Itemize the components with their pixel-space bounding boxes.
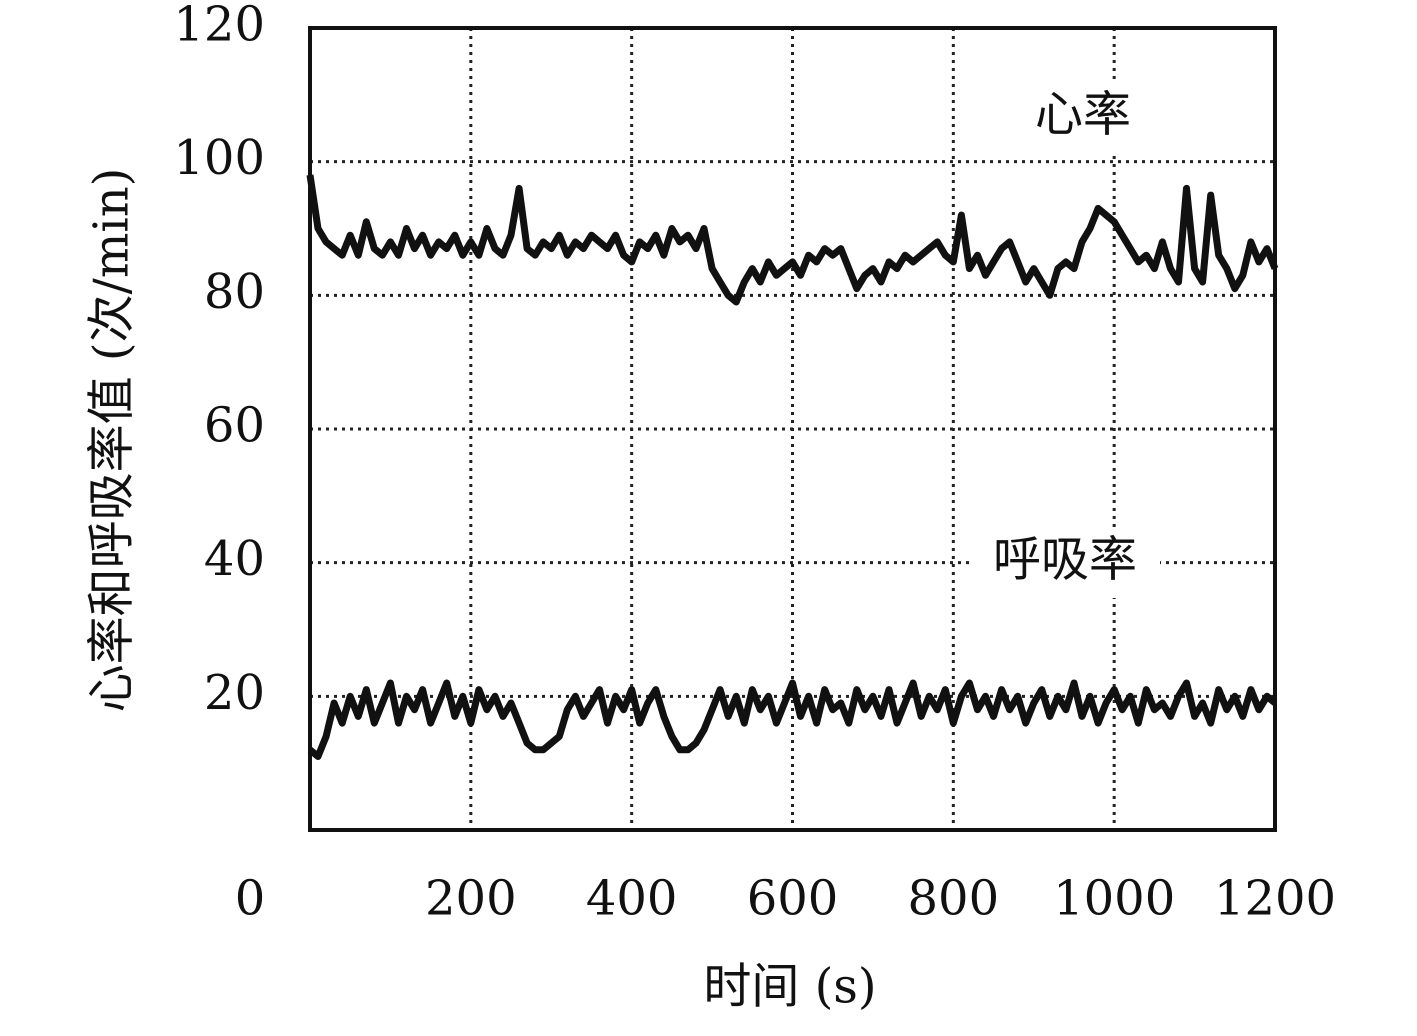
x-tick-label: 800 xyxy=(908,871,1000,927)
y-tick-label: 80 xyxy=(204,264,265,320)
x-tick-label: 600 xyxy=(747,871,839,927)
x-tick-label: 1000 xyxy=(1053,871,1175,927)
y-tick-label: 20 xyxy=(204,665,265,721)
y-axis-label: 心率和呼吸率值 (次/min) xyxy=(84,168,140,713)
series-label: 心率 xyxy=(1035,87,1131,143)
series-line xyxy=(307,679,1278,760)
label-bg xyxy=(988,83,1178,153)
x-tick-label: 1200 xyxy=(1214,871,1336,927)
y-tick-label: 120 xyxy=(173,0,265,53)
series-label: 呼吸率 xyxy=(993,532,1137,588)
series-line xyxy=(306,174,1279,306)
x-tick-label: 400 xyxy=(586,871,678,927)
label-bg xyxy=(970,528,1160,598)
y-tick-label: 100 xyxy=(173,130,265,186)
x-tick-label: 0 xyxy=(235,871,266,927)
y-tick-label: 40 xyxy=(204,531,265,587)
x-axis-label: 时间 (s) xyxy=(703,959,876,1015)
y-tick-label: 60 xyxy=(204,398,265,454)
x-tick-label: 200 xyxy=(425,871,517,927)
plot-frame xyxy=(308,26,1277,832)
